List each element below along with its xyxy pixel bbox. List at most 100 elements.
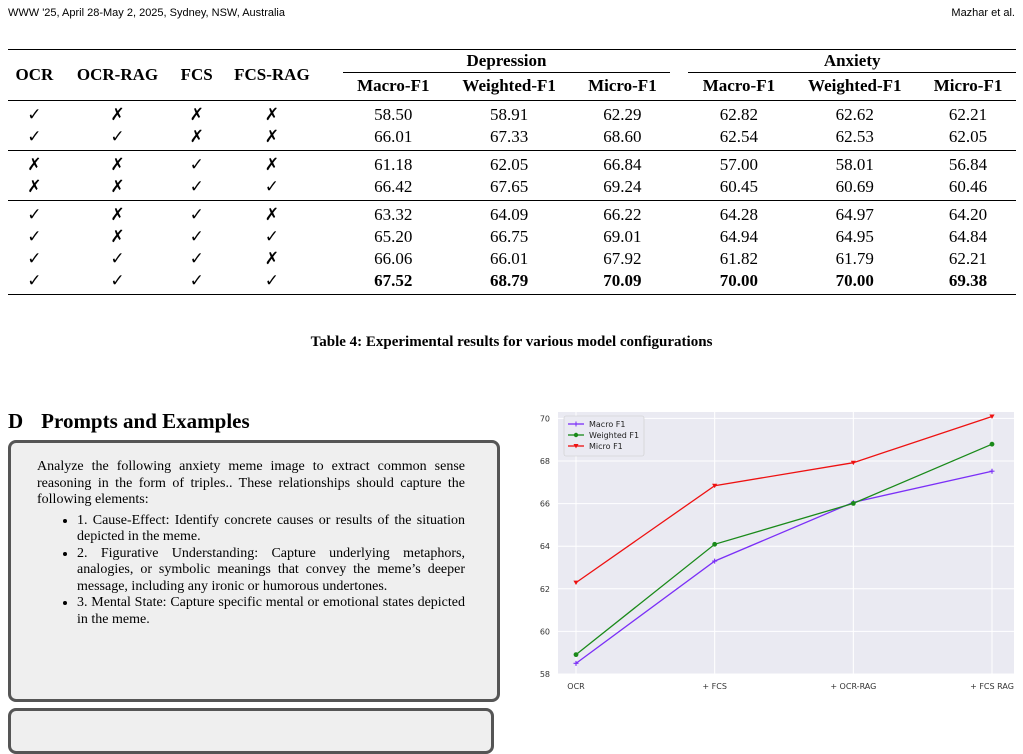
data-point	[573, 660, 579, 666]
table-caption: Table 4: Experimental results for variou…	[310, 334, 713, 350]
value-cell: 61.79	[835, 249, 874, 268]
results-table-body: ✓ ✗ ✗ ✗ 58.50 58.91 62.29 62.82 62.62 62.21 ✓ ✓ ✗ ✗ 66…	[8, 101, 1016, 295]
legend-marker	[573, 421, 579, 427]
value-cell: 62.53	[789, 126, 921, 151]
value-cell: 56.84	[948, 155, 988, 174]
value-cell: 62.82	[719, 105, 759, 124]
y-tick-label: 64	[540, 542, 550, 551]
x-tick-label: + FCS	[702, 682, 727, 691]
prompt-intro: Analyze the following anxiety meme image…	[37, 459, 465, 507]
table-row: ✓ ✗ ✗ ✗ 58.50 58.91 62.29 62.82 62.62 62.21	[8, 101, 1016, 127]
y-tick-label: 68	[540, 457, 550, 466]
series-line	[575, 470, 993, 664]
section-title: Prompts and Examples	[41, 409, 250, 433]
table-row: ✓ ✓ ✗ ✗ 66.01 67.33 68.60 62.54 62.53 62.05	[8, 126, 1016, 151]
metric-header: Weighted-F1	[808, 76, 902, 95]
prompt-list: 1. Cause-Effect: Identify concrete cause…	[37, 513, 465, 629]
flag-cell: ✓	[174, 270, 220, 295]
group-header-depression: Depression	[342, 49, 671, 73]
value-cell: 64.20	[948, 205, 988, 224]
flag-cell: ✗	[8, 176, 61, 201]
section-heading: D Prompts and Examples	[8, 409, 250, 434]
value-cell: 66.42	[342, 176, 444, 201]
value-cell: 68.60	[574, 126, 671, 151]
legend-label: Macro F1	[589, 420, 625, 429]
flag-cell: ✗	[110, 105, 125, 125]
flag-cell: ✗	[174, 126, 220, 151]
value-cell: 66.06	[374, 249, 413, 268]
value-cell: 69.01	[603, 227, 642, 246]
flag-cell: ✓	[60, 126, 175, 151]
legend-label: Weighted F1	[589, 431, 639, 440]
x-tick-label: + FCS RAG	[970, 682, 1014, 691]
flag-cell: ✗	[219, 126, 325, 151]
col-header-ocr-rag: OCR-RAG	[60, 49, 175, 100]
data-point	[712, 483, 718, 489]
flag-cell: ✗	[110, 205, 125, 225]
second-prompt-box	[8, 708, 494, 754]
flag-cell: ✓	[110, 249, 125, 269]
flag-cell: ✓	[60, 270, 175, 295]
table-row: ✓ ✗ ✓ ✗ 63.32 64.09 66.22 64.28 64.97 64.20	[8, 201, 1016, 227]
value-cell: 65.20	[374, 227, 413, 246]
data-point	[989, 414, 995, 419]
value-cell: 67.52	[342, 270, 444, 295]
flag-cell: ✓	[189, 249, 204, 269]
y-tick-label: 60	[540, 627, 550, 636]
data-point	[573, 652, 579, 658]
value-cell: 67.92	[603, 249, 642, 268]
flag-cell: ✓	[8, 270, 61, 295]
value-cell: 66.75	[490, 227, 529, 246]
value-cell: 62.29	[603, 105, 642, 124]
metric-header: Micro-F1	[588, 76, 657, 95]
flag-cell: ✗	[110, 227, 125, 247]
value-cell: 60.45	[688, 176, 790, 201]
data-point	[989, 468, 995, 474]
metric-header: Weighted-F1	[462, 76, 556, 95]
value-cell: 66.01	[490, 249, 529, 268]
value-cell: 62.21	[948, 249, 988, 268]
y-tick-label: 58	[540, 670, 550, 679]
legend-marker	[573, 432, 579, 438]
value-cell: 64.94	[719, 227, 759, 246]
value-cell: 64.84	[948, 227, 988, 246]
data-point	[712, 541, 718, 547]
value-cell: 64.95	[835, 227, 874, 246]
value-cell: 62.05	[920, 126, 1016, 151]
table-row: ✗ ✗ ✓ ✓ 66.42 67.65 69.24 60.45 60.69 60.46	[8, 176, 1016, 201]
flag-cell: ✓	[8, 126, 61, 151]
table-row: ✗ ✗ ✓ ✗ 61.18 62.05 66.84 57.00 58.01 56.84	[8, 151, 1016, 177]
value-cell: 58.91	[490, 105, 529, 124]
f1-line-chart: 58 60 62 64 66 68 70 OCR + FCS + OCR-RAG + FCS RAG…	[540, 412, 1014, 691]
table-row: ✓ ✗ ✓ ✓ 65.20 66.75 69.01 64.94 64.95 64.84	[8, 226, 1016, 248]
x-tick-label: OCR	[567, 682, 585, 691]
value-cell: 64.97	[835, 205, 874, 224]
col-header-fcs-rag: FCS-RAG	[219, 49, 325, 100]
value-cell: 61.18	[374, 155, 413, 174]
value-cell: 60.46	[920, 176, 1016, 201]
value-cell: 69.38	[920, 270, 1016, 295]
series-line	[575, 443, 993, 656]
flag-cell: ✓	[27, 205, 42, 225]
value-cell: 70.09	[574, 270, 671, 295]
value-cell: 62.54	[688, 126, 790, 151]
y-tick-label: 62	[540, 585, 550, 594]
section-number: D	[8, 409, 24, 433]
table-row: ✓ ✓ ✓ ✓ 67.52 68.79 70.09 70.00 70.00 69.38	[8, 270, 1016, 295]
value-cell: 68.79	[443, 270, 575, 295]
value-cell: 69.24	[574, 176, 671, 201]
flag-cell: ✗	[27, 155, 42, 175]
flag-cell: ✓	[27, 227, 42, 247]
value-cell: 57.00	[719, 155, 759, 174]
flag-cell: ✗	[264, 205, 280, 225]
prompt-box: Analyze the following anxiety meme image…	[8, 440, 500, 702]
flag-cell: ✗	[189, 105, 204, 125]
y-tick-label: 70	[540, 414, 550, 423]
value-cell: 70.00	[789, 270, 921, 295]
metric-header: Macro-F1	[702, 76, 776, 95]
flag-cell: ✗	[60, 176, 175, 201]
prompt-item: 1. Cause-Effect: Identify concrete cause…	[77, 513, 465, 546]
value-cell: 66.84	[603, 155, 642, 174]
running-header-authors: Mazhar et al.	[951, 7, 1015, 19]
data-point	[850, 460, 856, 466]
